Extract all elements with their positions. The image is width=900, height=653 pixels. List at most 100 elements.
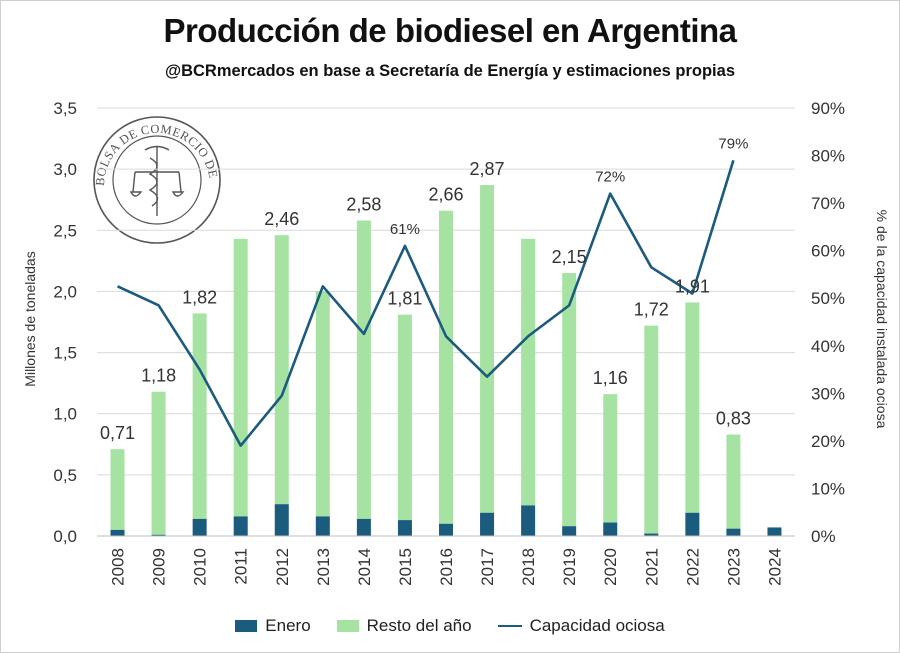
bar-enero xyxy=(151,534,166,536)
y2-tick-label: 70% xyxy=(811,194,845,213)
total-label: 2,87 xyxy=(470,159,505,179)
bar-resto xyxy=(233,238,248,517)
bar-resto xyxy=(397,314,412,521)
bar-resto xyxy=(726,434,741,529)
bar-enero xyxy=(439,523,453,536)
y-tick-label: 0,0 xyxy=(53,527,77,546)
y2-tick-label: 90% xyxy=(811,99,845,118)
y-tick-label: 2,0 xyxy=(53,282,77,301)
total-label: 2,15 xyxy=(552,247,587,267)
bar-enero xyxy=(644,533,659,536)
bar-enero xyxy=(726,528,741,536)
chart-subtitle: @BCRmercados en base a Secretaría de Ene… xyxy=(165,62,735,80)
total-label: 1,82 xyxy=(182,287,217,307)
total-label: 0,83 xyxy=(716,409,751,429)
x-tick-label: 2024 xyxy=(765,548,784,586)
x-tick-label: 2009 xyxy=(150,548,169,586)
capacity-line-path xyxy=(116,159,735,447)
x-tick-label: 2010 xyxy=(191,548,210,586)
y2-tick-label: 60% xyxy=(811,242,845,261)
x-tick-label: 2008 xyxy=(109,548,128,586)
total-label: 2,66 xyxy=(428,185,463,205)
capacity-label: 79% xyxy=(718,135,748,152)
bar-enero xyxy=(110,529,125,536)
bar-enero xyxy=(192,518,207,536)
bar-enero xyxy=(562,526,577,536)
legend-item-resto: Resto del año xyxy=(336,616,472,636)
bar-enero xyxy=(233,516,248,536)
y-tick-label: 0,5 xyxy=(53,466,77,485)
bar-resto xyxy=(356,220,371,519)
bar-resto xyxy=(192,313,207,519)
y2-tick-label: 10% xyxy=(811,479,845,498)
legend-label-resto: Resto del año xyxy=(366,616,472,635)
y2-axis-title: % de la capacidad instalada ociosa xyxy=(874,210,890,429)
y-tick-label: 1,0 xyxy=(53,405,77,424)
total-label: 0,71 xyxy=(100,423,135,443)
total-label: 1,81 xyxy=(387,289,422,309)
legend-item-capacidad: Capacidad ociosa xyxy=(497,616,665,636)
x-tick-label: 2021 xyxy=(642,548,661,586)
bar-resto xyxy=(685,302,700,513)
capacity-label: 72% xyxy=(595,169,625,186)
legend-item-enero: Enero xyxy=(235,616,311,636)
y2-tick-label: 30% xyxy=(811,384,845,403)
total-label: 2,46 xyxy=(264,209,299,229)
y2-tick-label: 50% xyxy=(811,289,845,308)
capacity-line xyxy=(116,159,735,447)
x-tick-label: 2016 xyxy=(437,548,456,586)
data-labels: 0,71 1,18 1,82 2,46 2,58 1,81 2,66 2,87 2,15 1,16… xyxy=(100,135,751,443)
bar-resto xyxy=(439,210,453,524)
y-tick-label: 3,5 xyxy=(53,99,77,118)
legend-label-capacidad: Capacidad ociosa xyxy=(529,616,665,635)
bar-resto xyxy=(521,238,536,506)
bar-resto xyxy=(274,235,289,505)
total-label: 1,72 xyxy=(634,300,669,320)
bar-enero xyxy=(315,516,330,536)
x-tick-label: 2014 xyxy=(355,548,374,586)
x-tick-label: 2018 xyxy=(519,548,538,586)
y2-tick-label: 20% xyxy=(811,432,845,451)
bar-enero xyxy=(603,522,618,536)
axes: 0,0 0,5 1,0 1,5 2,0 2,5 3,0 3,5 0% 10% 20% 30% 40% 50… xyxy=(53,99,845,586)
y2-tick-label: 40% xyxy=(811,337,845,356)
legend-swatch-resto xyxy=(336,620,359,632)
total-label: 1,16 xyxy=(593,368,628,388)
bar-resto xyxy=(315,291,330,517)
logo-seal: BOLSA DE COMERCIO DE ROSARIO xyxy=(0,0,221,244)
bar-resto xyxy=(151,391,166,535)
bar-enero xyxy=(274,504,289,536)
x-tick-label: 2015 xyxy=(396,548,415,586)
x-tick-label: 2012 xyxy=(273,548,292,586)
x-tick-label: 2019 xyxy=(560,548,579,586)
bar-resto xyxy=(562,273,577,527)
bars xyxy=(110,185,782,536)
total-label: 1,18 xyxy=(141,366,176,386)
x-tick-label: 2011 xyxy=(232,548,251,585)
bar-resto xyxy=(644,325,659,534)
bar-resto xyxy=(480,185,495,513)
y-tick-label: 1,5 xyxy=(53,344,77,363)
legend-swatch-capacidad xyxy=(497,625,522,627)
y2-tick-label: 80% xyxy=(811,147,845,166)
bar-enero xyxy=(685,512,700,536)
bar-resto xyxy=(110,449,125,530)
legend-swatch-enero xyxy=(235,620,258,632)
bar-enero xyxy=(356,518,371,536)
total-label: 2,58 xyxy=(346,195,381,215)
chart-title: Producción de biodiesel en Argentina xyxy=(163,12,737,49)
y-tick-label: 2,5 xyxy=(53,221,77,240)
y-axis-title: Millones de toneladas xyxy=(22,251,38,386)
capacity-label: 61% xyxy=(390,221,420,238)
x-tick-label: 2020 xyxy=(601,548,620,586)
bar-enero xyxy=(767,527,782,536)
legend: Enero Resto del año Capacidad ociosa xyxy=(0,616,900,636)
bar-enero xyxy=(397,520,412,536)
total-label: 1,91 xyxy=(675,276,710,296)
x-tick-label: 2022 xyxy=(683,548,702,586)
x-tick-label: 2013 xyxy=(314,548,333,586)
x-tick-label: 2023 xyxy=(724,548,743,586)
x-tick-label: 2017 xyxy=(478,548,497,586)
bar-enero xyxy=(480,512,495,536)
